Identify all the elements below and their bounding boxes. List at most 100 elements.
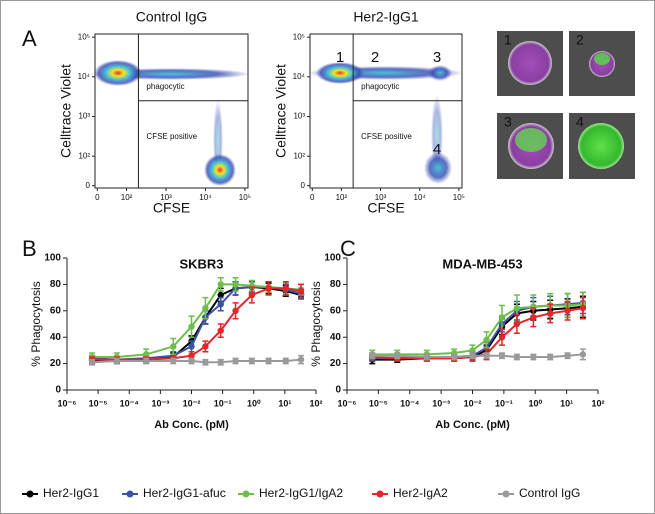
data-point: [170, 343, 177, 350]
data-point: [513, 304, 521, 312]
x-tick-label: 10⁻³: [151, 398, 169, 408]
x-tick-label: 10⁻⁶: [58, 398, 77, 408]
y-tick-label: 60: [330, 305, 342, 316]
y-tick-label: 10²: [293, 151, 305, 160]
panel-label: A: [22, 26, 37, 51]
x-tick-label: 10⁻²: [464, 398, 482, 408]
x-tick-label: 10⁻²: [183, 398, 201, 408]
cell-images: [497, 31, 635, 179]
data-point: [232, 357, 239, 365]
gate-label: CFSE positive: [146, 132, 197, 141]
gate-label: phagocytic: [361, 82, 399, 91]
data-point: [282, 357, 289, 365]
data-point: [170, 357, 177, 365]
y-tick-label: 0: [335, 385, 341, 396]
data-point: [142, 357, 150, 365]
legend-label: Control IgG: [519, 486, 580, 500]
x-tick-label: 10⁻⁴: [120, 398, 139, 408]
x-axis-label: CFSE: [153, 200, 190, 216]
data-point: [248, 357, 256, 365]
y-axis-label: Celltrace Violet: [273, 64, 289, 158]
data-point: [88, 359, 96, 366]
data-point: [469, 347, 476, 354]
plot-title: Control IgG: [136, 9, 208, 25]
x-axis-label: CFSE: [367, 200, 404, 216]
chart-title: SKBR3: [179, 256, 223, 271]
data-point: [202, 343, 209, 350]
plot-title: Her2-IgG1: [353, 9, 419, 25]
data-point: [450, 353, 458, 361]
data-point: [217, 291, 224, 299]
y-tick-label: 10²: [78, 151, 90, 160]
data-point: [217, 327, 224, 334]
legend-marker: [26, 490, 34, 498]
y-tick-label: 10⁴: [78, 72, 91, 81]
chart-title: MDA-MB-453: [442, 256, 522, 271]
y-tick-label: 10⁵: [293, 32, 305, 41]
panel-label: B: [22, 236, 37, 261]
y-tick-label: 0: [55, 385, 61, 396]
y-tick-label: 40: [330, 332, 342, 343]
x-tick-label: 10²: [121, 193, 133, 202]
data-point: [282, 285, 289, 292]
y-tick-label: 80: [50, 279, 62, 290]
x-tick-label: 10⁵: [239, 193, 251, 202]
y-tick-label: 20: [50, 358, 62, 369]
plot-frame: [309, 33, 463, 189]
image-label: 1: [504, 32, 512, 48]
data-point: [513, 320, 521, 328]
data-point: [498, 334, 506, 341]
data-point: [530, 314, 537, 321]
x-tick-label: 10⁻¹: [495, 398, 513, 408]
legend-marker: [502, 490, 510, 498]
data-point: [202, 304, 209, 312]
x-tick-label: 10⁴: [414, 193, 427, 202]
data-point: [265, 285, 272, 292]
y-tick-label: 10⁵: [78, 32, 90, 41]
data-point: [394, 352, 401, 359]
x-tick-label: 0: [310, 193, 315, 202]
data-point: [423, 353, 431, 361]
data-point: [142, 351, 150, 358]
data-point: [513, 353, 521, 361]
data-point: [530, 353, 537, 361]
data-point: [202, 359, 209, 366]
y-tick-label: 10³: [293, 112, 305, 121]
data-point: [547, 310, 554, 317]
data-point: [188, 323, 195, 330]
gate-label: phagocytic: [146, 82, 184, 91]
image-label: 4: [576, 114, 584, 130]
data-point: [188, 343, 195, 350]
x-tick-label: 0: [95, 193, 100, 202]
x-axis-label: Ab Conc. (pM): [435, 419, 510, 431]
data-point: [564, 352, 571, 359]
data-point: [232, 281, 239, 288]
x-tick-label: 10⁻¹: [214, 398, 232, 408]
data-point: [483, 336, 490, 344]
density-clouds: [90, 60, 463, 186]
x-tick-label: 10⁰: [247, 398, 261, 408]
x-tick-label: 10³: [375, 193, 387, 202]
data-point: [248, 291, 256, 299]
panel-label: C: [340, 236, 356, 261]
x-tick-label: 10⁻⁵: [369, 398, 388, 408]
data-point: [217, 281, 224, 288]
data-point: [232, 307, 239, 314]
data-point: [113, 357, 121, 365]
y-tick-label: 10⁴: [293, 72, 306, 81]
y-tick-label: 40: [50, 332, 62, 343]
y-tick-label: 80: [330, 279, 342, 290]
x-tick-label: 10²: [591, 398, 604, 408]
y-tick-label: 0: [86, 181, 91, 190]
x-tick-label: 10⁵: [453, 193, 465, 202]
population-label: 1: [336, 49, 344, 66]
y-tick-label: 60: [50, 305, 62, 316]
image-label: 3: [504, 114, 512, 130]
data-point: [579, 351, 587, 358]
data-point: [265, 357, 272, 365]
data-point: [483, 352, 490, 359]
y-tick-label: 100: [324, 253, 341, 264]
data-point: [579, 304, 587, 312]
x-tick-label: 10⁻⁴: [400, 398, 419, 408]
